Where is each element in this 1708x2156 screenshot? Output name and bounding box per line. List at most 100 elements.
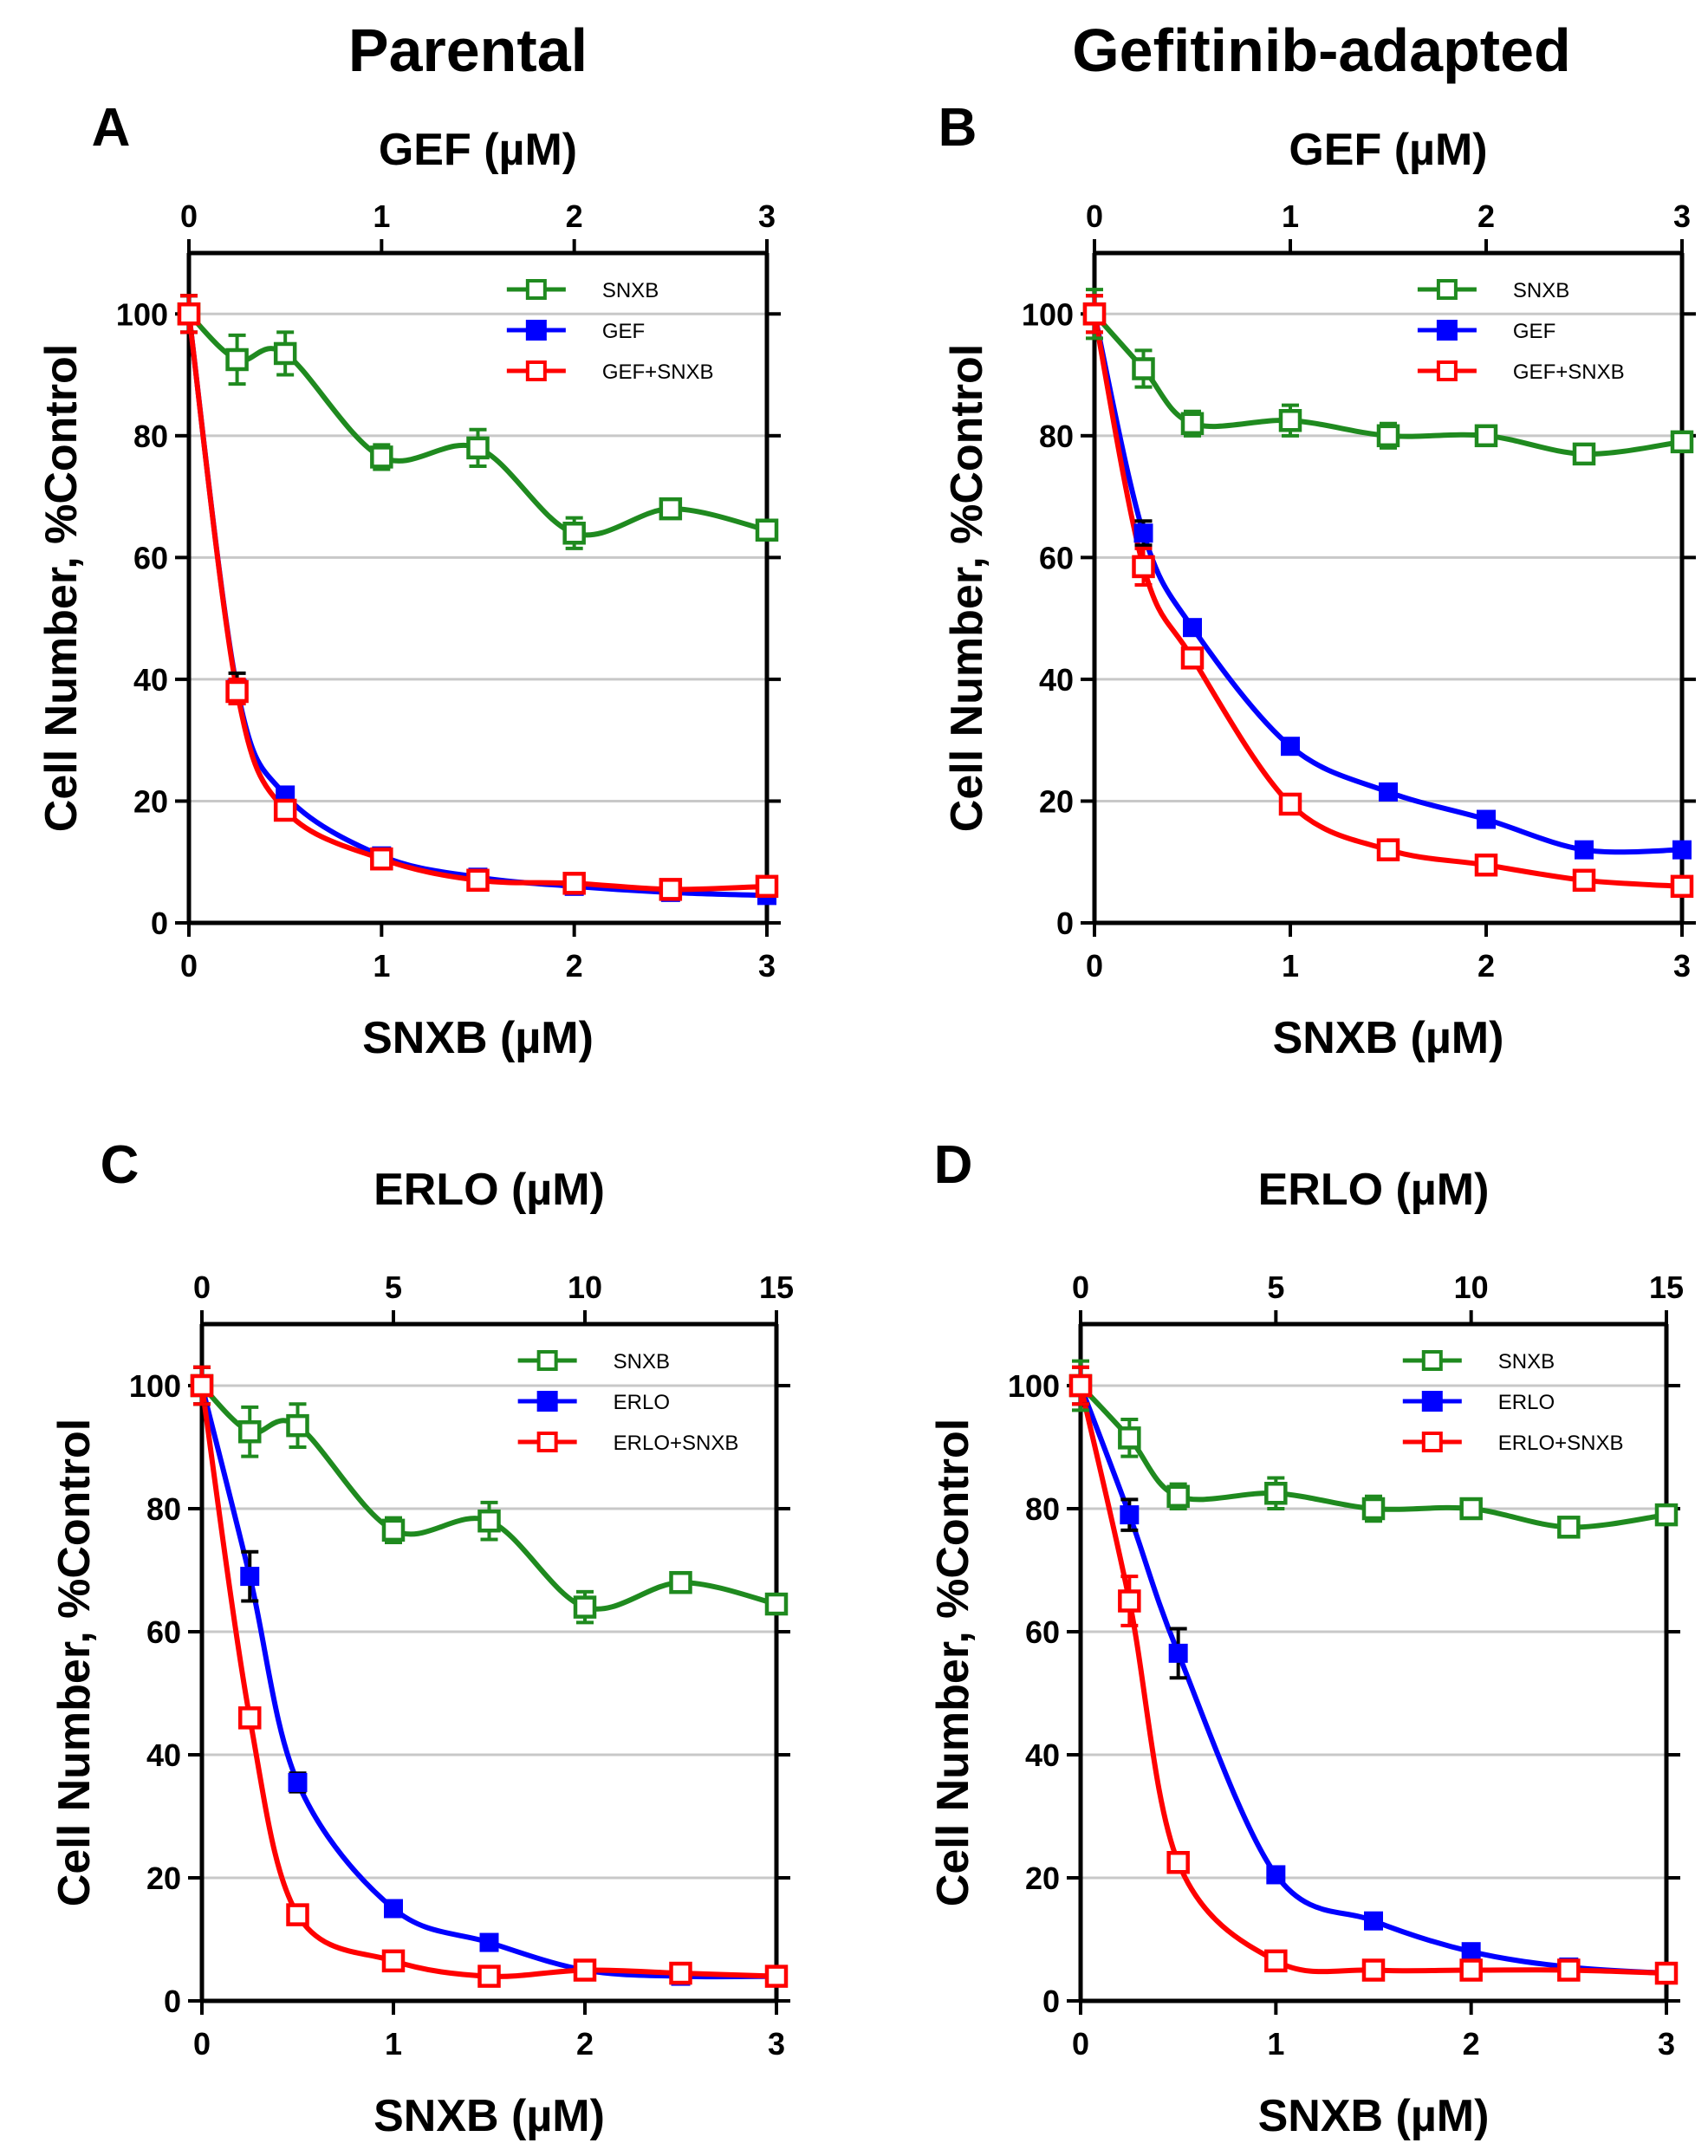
top-tick-label-c: 10 <box>568 1270 602 1305</box>
data-point-d-2 <box>1459 1958 1483 1982</box>
top-tick-label-d: 10 <box>1454 1270 1489 1305</box>
legend-label-a-1: GEF <box>602 320 645 343</box>
data-point-c-0 <box>477 1509 501 1533</box>
x-tick-label-c: 1 <box>385 2026 402 2062</box>
y-tick-label-a: 40 <box>133 662 168 698</box>
top-tick-label-b: 3 <box>1673 198 1691 234</box>
chart-svg-d: D ERLO (µM) 0 20 40 60 80 100 0 1 2 3 0 5 10 15 SNXB (µM… <box>928 1135 1684 2141</box>
y-tick-label-d: 40 <box>1025 1737 1060 1773</box>
top-tick-label-a: 2 <box>566 198 583 234</box>
data-point-a-2 <box>177 302 201 326</box>
y-tick-label-d: 60 <box>1025 1614 1060 1650</box>
data-point-d-0 <box>1654 1503 1679 1527</box>
legend-label-d-1: ERLO <box>1498 1391 1555 1414</box>
data-point-b-0 <box>1278 409 1302 432</box>
data-point-b-0 <box>1670 430 1694 454</box>
data-point-d-0 <box>1361 1497 1386 1521</box>
panel-letter-d: D <box>934 1135 973 1195</box>
data-point-b-2 <box>1278 792 1302 816</box>
legend-marker-d-0 <box>1421 1350 1443 1371</box>
data-point-c-2 <box>190 1373 214 1398</box>
y-tick-label-c: 60 <box>146 1614 181 1650</box>
x-tick-label-c: 0 <box>193 2026 211 2062</box>
y-tick-label-a: 60 <box>133 540 168 575</box>
data-point-a-2 <box>755 874 779 899</box>
data-point-a-2 <box>273 798 297 822</box>
series-curve-d-1 <box>1078 1384 1667 1977</box>
data-point-b-2 <box>1132 555 1155 579</box>
data-point-b-2 <box>1572 868 1596 893</box>
data-point-b-1 <box>1281 737 1300 757</box>
data-point-b-1 <box>1575 840 1594 860</box>
top-axis-label-a: GEF (µM) <box>379 125 577 175</box>
column-title-gefitinib-adapted: Gefitinib-adapted <box>1072 16 1571 84</box>
series-curve-c-2 <box>199 1385 777 1979</box>
legend-marker-d-2 <box>1421 1432 1443 1452</box>
y-tick-label-a: 0 <box>151 906 168 941</box>
legend-marker-a-0 <box>525 279 547 300</box>
x-tick-label-c: 2 <box>576 2026 594 2062</box>
y-tick-label-b: 100 <box>1022 296 1074 332</box>
top-axis-label-b: GEF (µM) <box>1289 125 1487 175</box>
data-point-c-2 <box>381 1949 406 1973</box>
panel-letter-c: C <box>101 1135 140 1195</box>
legend-label-c-2: ERLO+SNXB <box>614 1432 739 1455</box>
data-point-b-0 <box>1474 424 1498 448</box>
y-tick-label-d: 80 <box>1025 1491 1060 1527</box>
legend-marker-b-1 <box>1436 320 1458 341</box>
data-point-c-1 <box>288 1772 308 1792</box>
legend-label-d-0: SNXB <box>1498 1350 1555 1373</box>
x-tick-label-c: 3 <box>768 2026 785 2062</box>
top-tick-label-b: 2 <box>1477 198 1495 234</box>
data-point-a-2 <box>225 679 249 704</box>
y-tick-label-c: 80 <box>146 1491 181 1527</box>
y-tick-label-d: 100 <box>1008 1368 1060 1404</box>
data-point-b-2 <box>1670 874 1694 899</box>
data-point-d-0 <box>1264 1482 1288 1505</box>
legend-marker-b-0 <box>1436 279 1458 300</box>
data-point-d-2 <box>1166 1851 1190 1874</box>
legend-label-b-1: GEF <box>1513 320 1555 343</box>
x-tick-label-b: 0 <box>1086 948 1103 984</box>
data-point-d-1 <box>1266 1865 1286 1885</box>
data-point-b-2 <box>1180 646 1205 670</box>
column-title-parental: Parental <box>347 16 588 84</box>
legend-marker-b-2 <box>1436 360 1458 381</box>
legend-marker-c-1 <box>536 1391 558 1412</box>
data-point-c-1 <box>479 1932 499 1952</box>
panel-letter-b: B <box>938 98 977 158</box>
data-point-c-2 <box>238 1706 262 1730</box>
data-point-d-2 <box>1557 1958 1581 1982</box>
top-tick-label-c: 5 <box>385 1270 402 1305</box>
data-point-b-2 <box>1082 302 1107 326</box>
x-tick-label-a: 1 <box>373 948 390 984</box>
legend-label-b-0: SNXB <box>1513 279 1569 302</box>
x-axis-label-a: SNXB (µM) <box>362 1013 594 1063</box>
data-point-a-0 <box>225 347 249 372</box>
data-point-a-0 <box>466 436 490 460</box>
data-point-d-0 <box>1166 1484 1190 1509</box>
chart-panel-d: D ERLO (µM) 0 20 40 60 80 100 0 1 2 3 0 5 10 15 SNXB (µM… <box>854 1135 1708 2153</box>
chart-panel-c: C ERLO (µM) 0 20 40 60 80 100 0 1 2 3 0 5 10 15 SNXB (µM… <box>0 1135 854 2153</box>
data-point-b-0 <box>1376 424 1400 448</box>
data-point-b-1 <box>1183 618 1202 638</box>
data-point-d-1 <box>1168 1643 1188 1663</box>
y-tick-label-a: 100 <box>116 296 168 332</box>
y-axis-label-d: Cell Number, %Control <box>928 1419 978 1906</box>
data-point-b-2 <box>1376 838 1400 861</box>
data-point-c-2 <box>764 1964 789 1988</box>
top-tick-label-b: 0 <box>1086 198 1103 234</box>
data-point-c-1 <box>240 1567 260 1587</box>
y-tick-label-d: 20 <box>1025 1861 1060 1896</box>
data-point-c-2 <box>477 1964 501 1988</box>
data-point-c-0 <box>238 1420 262 1444</box>
data-point-b-1 <box>1477 809 1496 829</box>
legend-marker-c-0 <box>536 1350 558 1371</box>
chart-svg-c: C ERLO (µM) 0 20 40 60 80 100 0 1 2 3 0 5 10 15 SNXB (µM… <box>49 1135 794 2141</box>
x-tick-label-a: 3 <box>758 948 776 984</box>
y-tick-label-a: 20 <box>133 783 168 819</box>
data-point-d-2 <box>1654 1961 1679 1985</box>
y-tick-label-d: 0 <box>1042 1984 1060 2019</box>
data-point-a-0 <box>755 518 779 542</box>
x-tick-label-d: 1 <box>1267 2026 1284 2062</box>
